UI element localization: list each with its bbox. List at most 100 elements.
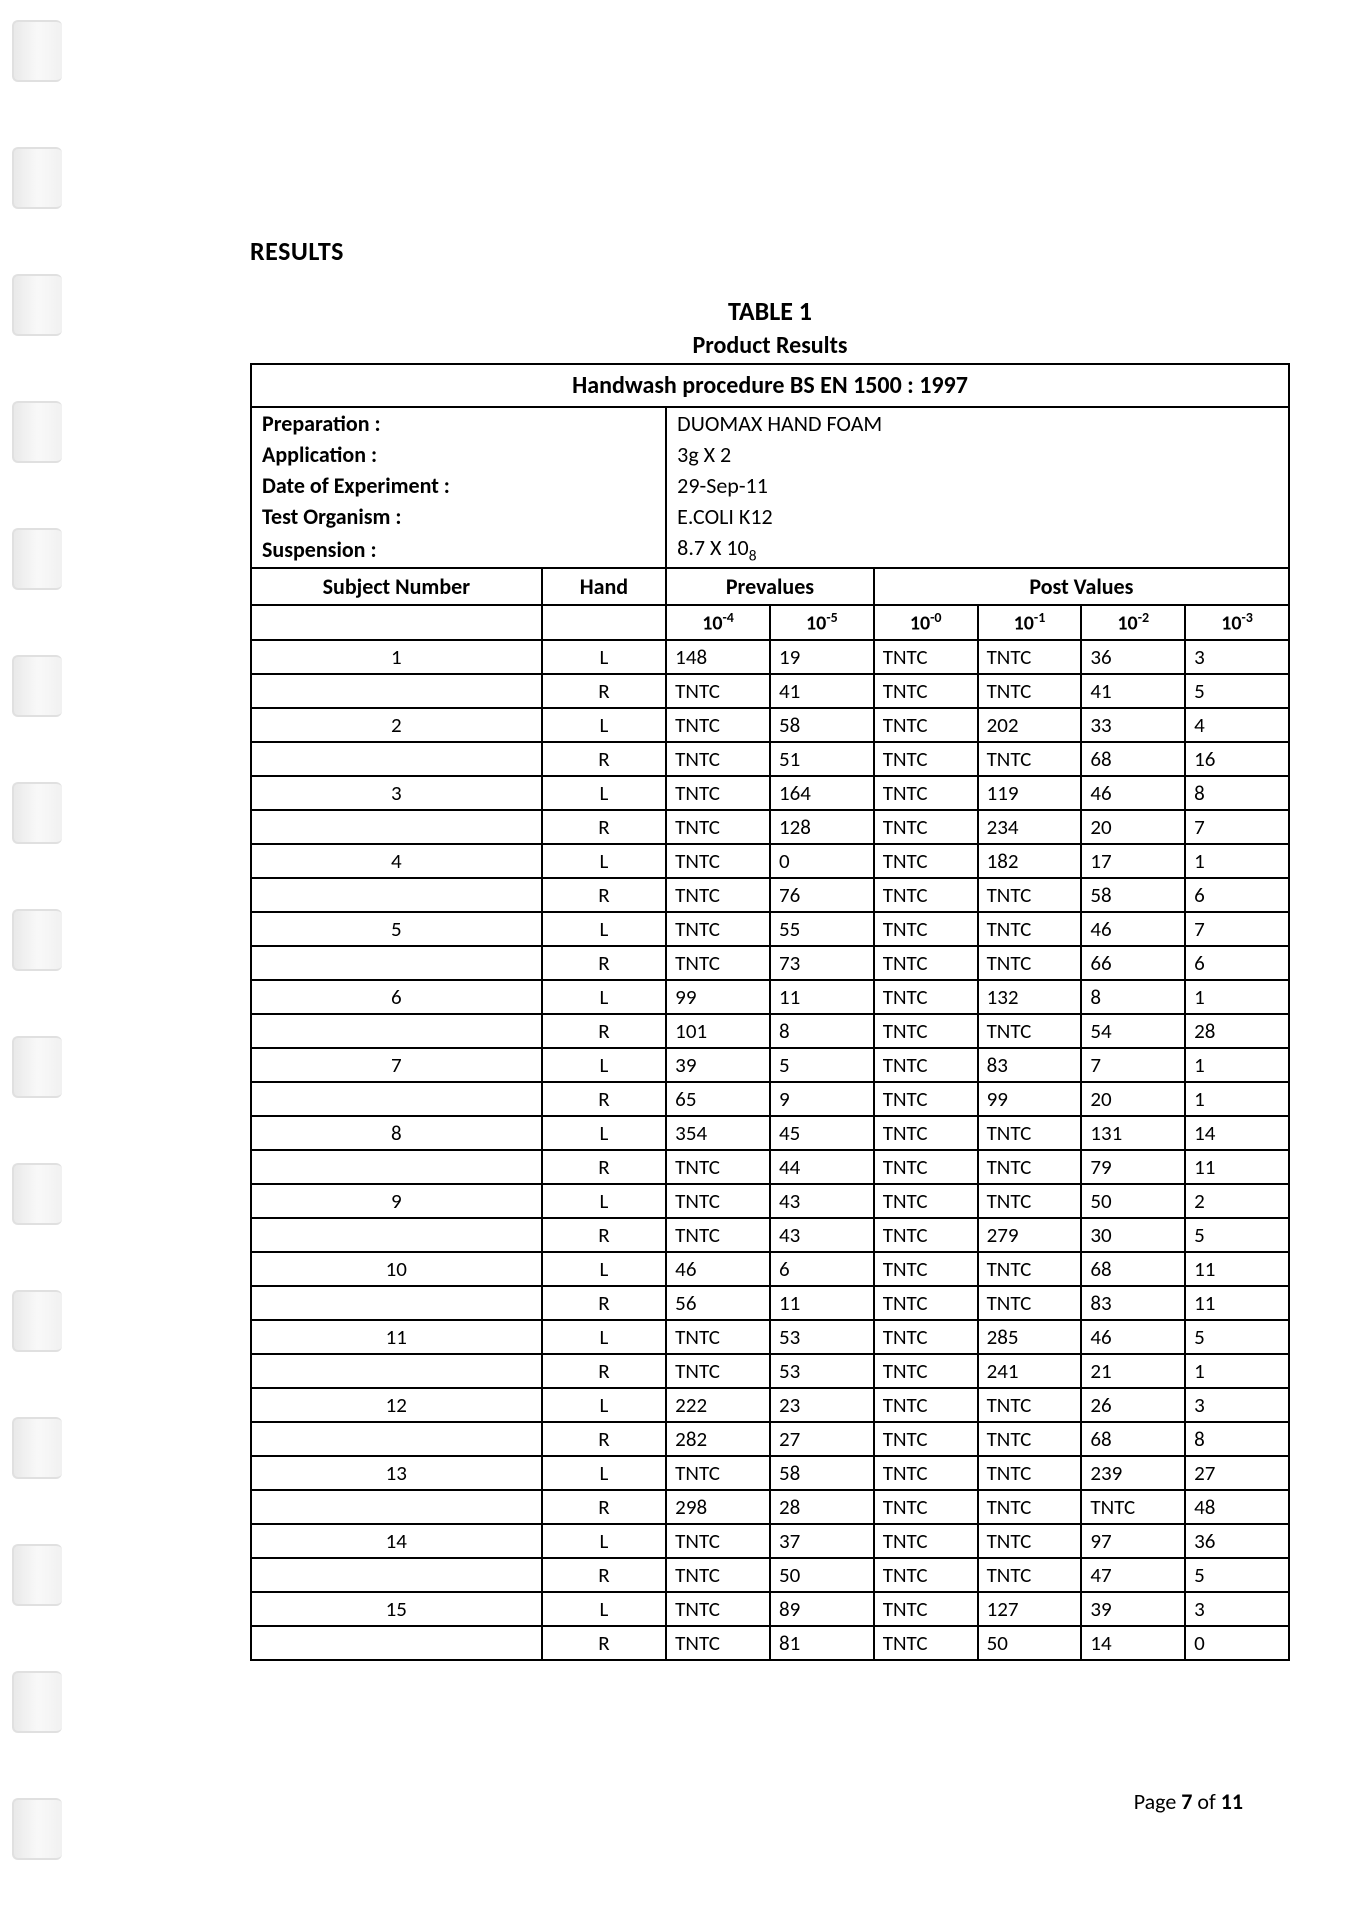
cell-post-2: TNTC [978,1252,1082,1286]
cell-post-4: 11 [1185,1252,1289,1286]
cell-subject: 9 [251,1184,542,1218]
table-row: 10L466TNTCTNTC6811 [251,1252,1289,1286]
post-col-4: 10-3 [1185,605,1289,640]
table-subtitle: Product Results [250,331,1290,360]
organism-value: E.COLI K12 [666,501,1289,532]
cell-post-1: TNTC [874,1082,978,1116]
table-row: R5611TNTCTNTC8311 [251,1286,1289,1320]
procedure-cell: Handwash procedure BS EN 1500 : 1997 [251,364,1289,407]
cell-post-2: TNTC [978,1524,1082,1558]
cell-post-1: TNTC [874,1320,978,1354]
spiral-ring [12,528,62,590]
cell-hand: L [542,912,667,946]
cell-hand: R [542,1354,667,1388]
cell-post-2: 50 [978,1626,1082,1660]
cell-post-2: 241 [978,1354,1082,1388]
cell-post-3: 68 [1081,1252,1185,1286]
cell-post-4: 1 [1185,1354,1289,1388]
meta-row-preparation: Preparation : DUOMAX HAND FOAM [251,407,1289,439]
cell-pre-2: 28 [770,1490,874,1524]
spiral-ring [12,20,62,82]
cell-post-4: 1 [1185,844,1289,878]
cell-post-4: 5 [1185,1320,1289,1354]
cell-hand: R [542,1422,667,1456]
meta-row-application: Application : 3g X 2 [251,439,1289,470]
cell-subject: 4 [251,844,542,878]
cell-hand: L [542,1048,667,1082]
cell-subject [251,1490,542,1524]
cell-post-1: TNTC [874,1048,978,1082]
cell-post-3: 46 [1081,776,1185,810]
table-row: RTNTC50TNTCTNTC475 [251,1558,1289,1592]
cell-subject: 13 [251,1456,542,1490]
cell-pre-1: TNTC [666,674,770,708]
cell-post-3: 14 [1081,1626,1185,1660]
cell-hand: R [542,1490,667,1524]
header-prevalues: Prevalues [666,568,874,605]
cell-post-3: 26 [1081,1388,1185,1422]
page-prefix: Page [1134,1788,1182,1815]
cell-post-4: 3 [1185,640,1289,674]
cell-post-2: TNTC [978,640,1082,674]
header-row: Subject Number Hand Prevalues Post Value… [251,568,1289,605]
cell-post-3: 54 [1081,1014,1185,1048]
spiral-ring [12,1544,62,1606]
table-row: 11LTNTC53TNTC285465 [251,1320,1289,1354]
organism-label: Test Organism : [251,501,666,532]
cell-pre-1: 65 [666,1082,770,1116]
cell-pre-1: TNTC [666,1184,770,1218]
cell-pre-2: 11 [770,980,874,1014]
cell-post-3: 33 [1081,708,1185,742]
suspension-label: Suspension : [251,532,666,568]
table-row: 7L395TNTC8371 [251,1048,1289,1082]
cell-subject [251,742,542,776]
cell-post-4: 6 [1185,878,1289,912]
cell-pre-1: 39 [666,1048,770,1082]
cell-post-1: TNTC [874,1524,978,1558]
cell-subject [251,1354,542,1388]
cell-hand: L [542,1320,667,1354]
cell-pre-1: 222 [666,1388,770,1422]
cell-post-3: 97 [1081,1524,1185,1558]
page-content: RESULTS TABLE 1 Product Results Handwash… [250,235,1290,1661]
cell-pre-1: TNTC [666,1524,770,1558]
cell-post-2: TNTC [978,1150,1082,1184]
cell-post-1: TNTC [874,1218,978,1252]
cell-pre-1: 46 [666,1252,770,1286]
cell-post-4: 8 [1185,776,1289,810]
spiral-ring [12,655,62,717]
table-row: RTNTC43TNTC279305 [251,1218,1289,1252]
cell-post-1: TNTC [874,810,978,844]
cell-pre-1: TNTC [666,1218,770,1252]
cell-pre-1: TNTC [666,878,770,912]
cell-post-1: TNTC [874,776,978,810]
table-row: 15LTNTC89TNTC127393 [251,1592,1289,1626]
cell-post-2: 234 [978,810,1082,844]
cell-post-2: 127 [978,1592,1082,1626]
cell-post-1: TNTC [874,980,978,1014]
cell-post-2: TNTC [978,946,1082,980]
cell-hand: L [542,1252,667,1286]
cell-post-4: 28 [1185,1014,1289,1048]
pre-col-2: 10-5 [770,605,874,640]
cell-pre-2: 73 [770,946,874,980]
cell-post-3: 39 [1081,1592,1185,1626]
cell-post-3: 36 [1081,640,1185,674]
cell-post-1: TNTC [874,1490,978,1524]
cell-subject: 11 [251,1320,542,1354]
cell-hand: L [542,1388,667,1422]
cell-subject [251,946,542,980]
table-row: 14LTNTC37TNTCTNTC9736 [251,1524,1289,1558]
cell-post-2: TNTC [978,1116,1082,1150]
cell-post-2: TNTC [978,1422,1082,1456]
cell-pre-1: TNTC [666,708,770,742]
cell-hand: R [542,742,667,776]
cell-post-3: 131 [1081,1116,1185,1150]
cell-pre-1: TNTC [666,1354,770,1388]
cell-post-3: 50 [1081,1184,1185,1218]
cell-post-1: TNTC [874,1592,978,1626]
cell-pre-1: TNTC [666,1592,770,1626]
cell-post-4: 7 [1185,810,1289,844]
date-value: 29-Sep-11 [666,470,1289,501]
cell-pre-1: 354 [666,1116,770,1150]
